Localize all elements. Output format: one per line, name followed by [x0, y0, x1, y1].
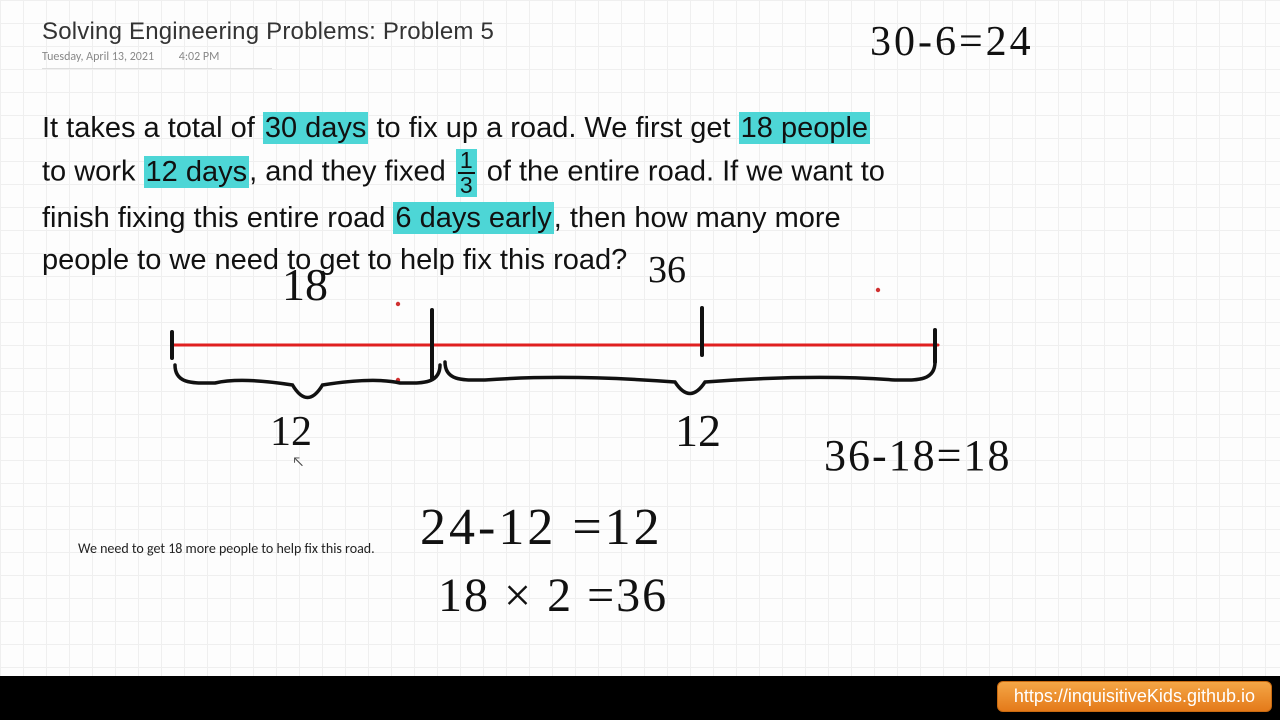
highlight-12days: 12 days: [144, 156, 250, 188]
text-fragment: It takes a total of: [42, 112, 263, 144]
hand-eq2: 18 × 2 =36: [438, 568, 668, 623]
problem-text: It takes a total of 30 days to fix up a …: [42, 107, 942, 281]
text-fragment: , and they fixed: [249, 156, 454, 188]
hand-eq1: 24-12 =12: [420, 498, 663, 557]
note-page: Solving Engineering Problems: Problem 5 …: [0, 0, 1280, 299]
answer-text: We need to get 18 more people to help fi…: [78, 540, 375, 557]
text-fragment: to work: [42, 156, 144, 188]
hand-under-12b: 12: [675, 404, 721, 457]
text-fragment: to fix up a road. We first get: [368, 112, 738, 144]
hand-label-36: 36: [648, 248, 686, 292]
hand-label-18: 18: [282, 258, 328, 311]
fraction-denominator: 3: [458, 174, 475, 197]
hand-under-12a: 12: [270, 408, 312, 456]
highlight-30days: 30 days: [263, 112, 369, 144]
text-fragment: , then how many more: [554, 202, 841, 234]
cursor-icon: ↖: [292, 453, 304, 470]
footer-link-badge[interactable]: https://inquisitiveKids.github.io: [997, 681, 1272, 712]
page-title: Solving Engineering Problems: Problem 5: [42, 18, 1238, 46]
text-fragment: people to we need to get to help fix thi…: [42, 244, 627, 276]
fraction-numerator: 1: [458, 149, 475, 174]
page-meta: Tuesday, April 13, 2021 4:02 PM: [42, 50, 272, 69]
page-time: 4:02 PM: [179, 50, 220, 64]
text-fragment: of the entire road. If we want to: [479, 156, 885, 188]
text-fragment: finish fixing this entire road: [42, 202, 393, 234]
page-date: Tuesday, April 13, 2021: [42, 50, 154, 64]
hand-eq3: 36-18=18: [824, 430, 1011, 481]
fraction-one-third: 13: [456, 149, 477, 197]
highlight-18people: 18 people: [739, 112, 870, 144]
highlight-6days-early: 6 days early: [393, 202, 553, 234]
hand-eq-topright: 30-6=24: [870, 18, 1034, 66]
